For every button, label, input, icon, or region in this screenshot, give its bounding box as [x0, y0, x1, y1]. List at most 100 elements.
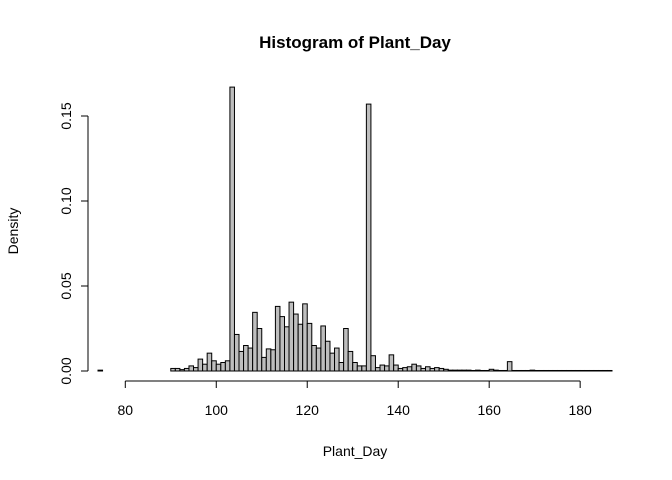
- histogram-bar: [243, 345, 249, 372]
- histogram-bar: [456, 369, 463, 372]
- histogram-bar: [561, 369, 568, 372]
- histogram-bar: [538, 369, 545, 372]
- histogram-bar: [484, 369, 490, 372]
- histogram-bar: [384, 365, 390, 372]
- histogram-bar: [420, 367, 427, 372]
- histogram-bar: [183, 367, 190, 372]
- histogram-bar: [575, 369, 581, 372]
- histogram-bar: [547, 369, 554, 372]
- y-axis-label: Density: [5, 208, 21, 255]
- y-tick-label: 0.05: [58, 272, 74, 299]
- histogram-bar: [588, 369, 595, 372]
- histogram-bar: [475, 369, 481, 372]
- x-axis: 80 100 120 140 160 180: [118, 380, 592, 418]
- histogram-bar: [197, 358, 204, 372]
- histogram-bar: [515, 369, 522, 372]
- histogram-bar: [506, 361, 513, 372]
- histogram-bar: [97, 369, 104, 372]
- histogram-bar: [402, 367, 408, 372]
- histogram-bar: [429, 367, 436, 372]
- histogram-bar: [220, 362, 226, 372]
- y-tick-label: 0.10: [58, 187, 74, 214]
- x-tick-label: 160: [478, 402, 502, 418]
- x-tick-label: 80: [118, 402, 134, 418]
- histogram-bar: [461, 369, 467, 372]
- histogram-bar: [579, 369, 586, 372]
- histogram-bar: [397, 367, 404, 372]
- histogram-bar: [411, 363, 417, 372]
- histogram-bar: [288, 301, 295, 372]
- histogram-bar: [206, 352, 213, 372]
- histogram-bar: [193, 367, 199, 372]
- x-tick-label: 100: [205, 402, 229, 418]
- histogram-bar: [438, 367, 445, 372]
- histogram-bar: [274, 305, 281, 372]
- x-tick-label: 120: [296, 402, 320, 418]
- histogram-bar: [297, 323, 304, 372]
- histogram-bar: [347, 350, 354, 372]
- histogram-bar: [556, 369, 563, 372]
- histogram-bar: [365, 103, 372, 372]
- histogram-bar: [570, 369, 577, 372]
- histogram-bar: [425, 366, 431, 372]
- histogram-bar: [415, 365, 422, 372]
- histogram-bar: [493, 369, 499, 372]
- histogram-bar: [452, 369, 458, 372]
- histogram-bar: [388, 354, 395, 372]
- histogram-bar: [174, 367, 181, 372]
- histogram-bar: [170, 367, 176, 372]
- histogram-bar: [315, 347, 322, 372]
- histogram-bar: [324, 340, 331, 372]
- y-axis: 0.00 0.05 0.10 0.15: [58, 102, 89, 385]
- histogram-bar: [202, 363, 208, 372]
- histogram-bar: [511, 369, 517, 372]
- histogram-bar: [497, 369, 504, 372]
- histogram-bar: [529, 369, 536, 372]
- histogram-bar: [479, 369, 486, 372]
- histogram-bar: [393, 364, 399, 372]
- histogram-bar: [447, 369, 454, 372]
- histogram-bar: [211, 360, 217, 372]
- histogram-bar: [306, 322, 313, 372]
- x-tick-label: 180: [568, 402, 592, 418]
- histogram-bar: [293, 313, 299, 372]
- histogram-bar: [224, 360, 231, 372]
- histogram-bar: [374, 367, 381, 372]
- histogram-bar: [302, 303, 308, 372]
- histogram-bar: [525, 369, 531, 372]
- histogram-bar: [356, 365, 363, 372]
- histogram-bar: [247, 347, 254, 372]
- histogram-bar: [265, 348, 272, 372]
- histogram-bar: [261, 356, 267, 372]
- histogram-bar: [179, 369, 185, 372]
- histogram-bar: [229, 86, 235, 372]
- histogram-bar: [502, 369, 508, 372]
- histogram-bar: [606, 369, 613, 372]
- histogram-bar: [520, 369, 527, 372]
- histogram-bar: [334, 347, 340, 372]
- histogram-bar: [566, 369, 572, 372]
- x-axis-label: Plant_Day: [323, 443, 388, 459]
- histogram-bar: [188, 365, 195, 372]
- histogram-bar: [352, 362, 358, 372]
- histogram-bar: [338, 362, 345, 372]
- histogram-bars: [97, 86, 613, 372]
- histogram-bar: [552, 369, 558, 372]
- histogram-bar: [361, 365, 367, 372]
- histogram-bar: [488, 368, 495, 372]
- histogram-bar: [238, 350, 245, 372]
- histogram-bar: [593, 369, 599, 372]
- histogram-bar: [233, 333, 240, 372]
- histogram-bar: [320, 325, 326, 372]
- histogram-bar: [379, 364, 386, 372]
- histogram-bar: [465, 369, 472, 372]
- histogram-bar: [270, 349, 276, 372]
- histogram-bar: [252, 311, 258, 372]
- y-tick-label: 0.00: [58, 357, 74, 384]
- x-tick-label: 140: [387, 402, 411, 418]
- chart-title: Histogram of Plant_Day: [259, 33, 451, 52]
- histogram-bar: [284, 326, 290, 372]
- histogram-bar: [434, 367, 440, 372]
- histogram-bar: [215, 363, 222, 372]
